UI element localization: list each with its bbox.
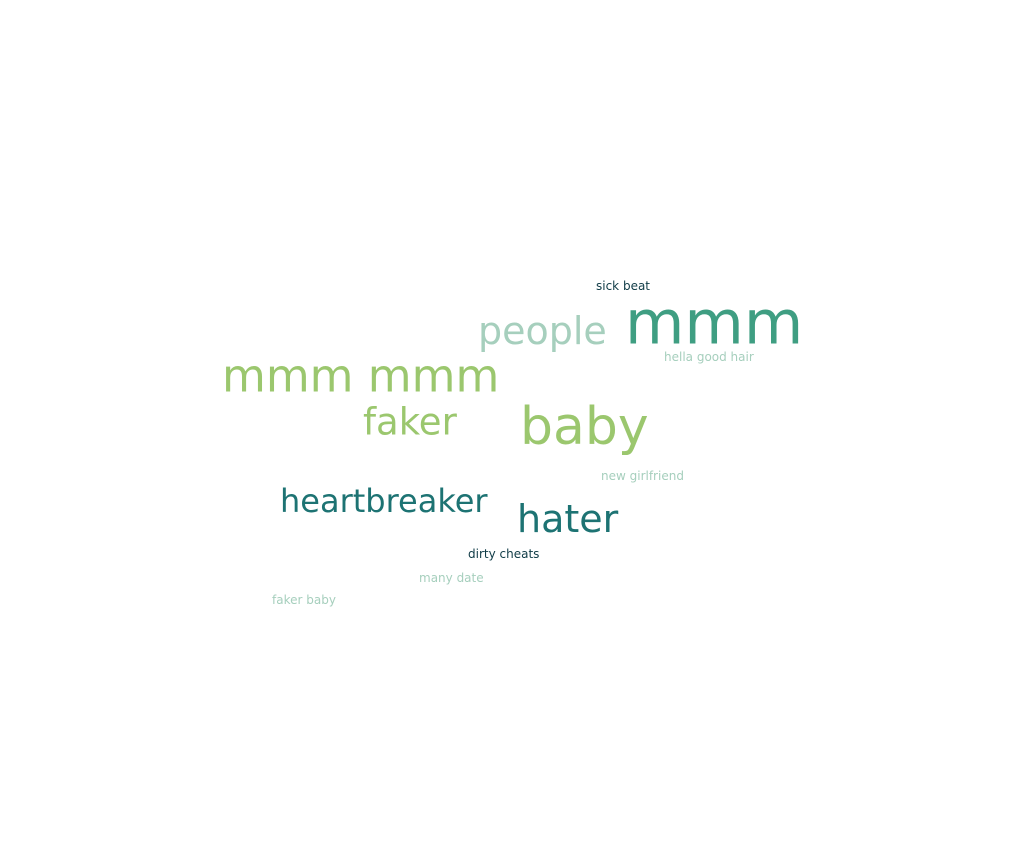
word-people: people — [478, 309, 607, 353]
word-sick-beat: sick beat — [596, 279, 651, 293]
word-hater: hater — [517, 497, 619, 541]
word-mmm-mmm: mmm mmm — [222, 349, 500, 403]
word-heartbreaker: heartbreaker — [280, 482, 488, 520]
word-faker: faker — [363, 400, 457, 444]
word-hella-good-hair: hella good hair — [664, 350, 754, 364]
word-new-girlfriend: new girlfriend — [601, 469, 684, 483]
word-baby: baby — [520, 397, 649, 457]
word-mmm: mmm — [625, 287, 804, 359]
word-faker-baby: faker baby — [272, 593, 336, 607]
word-dirty-cheats: dirty cheats — [468, 547, 540, 561]
word-many-date: many date — [419, 571, 484, 585]
